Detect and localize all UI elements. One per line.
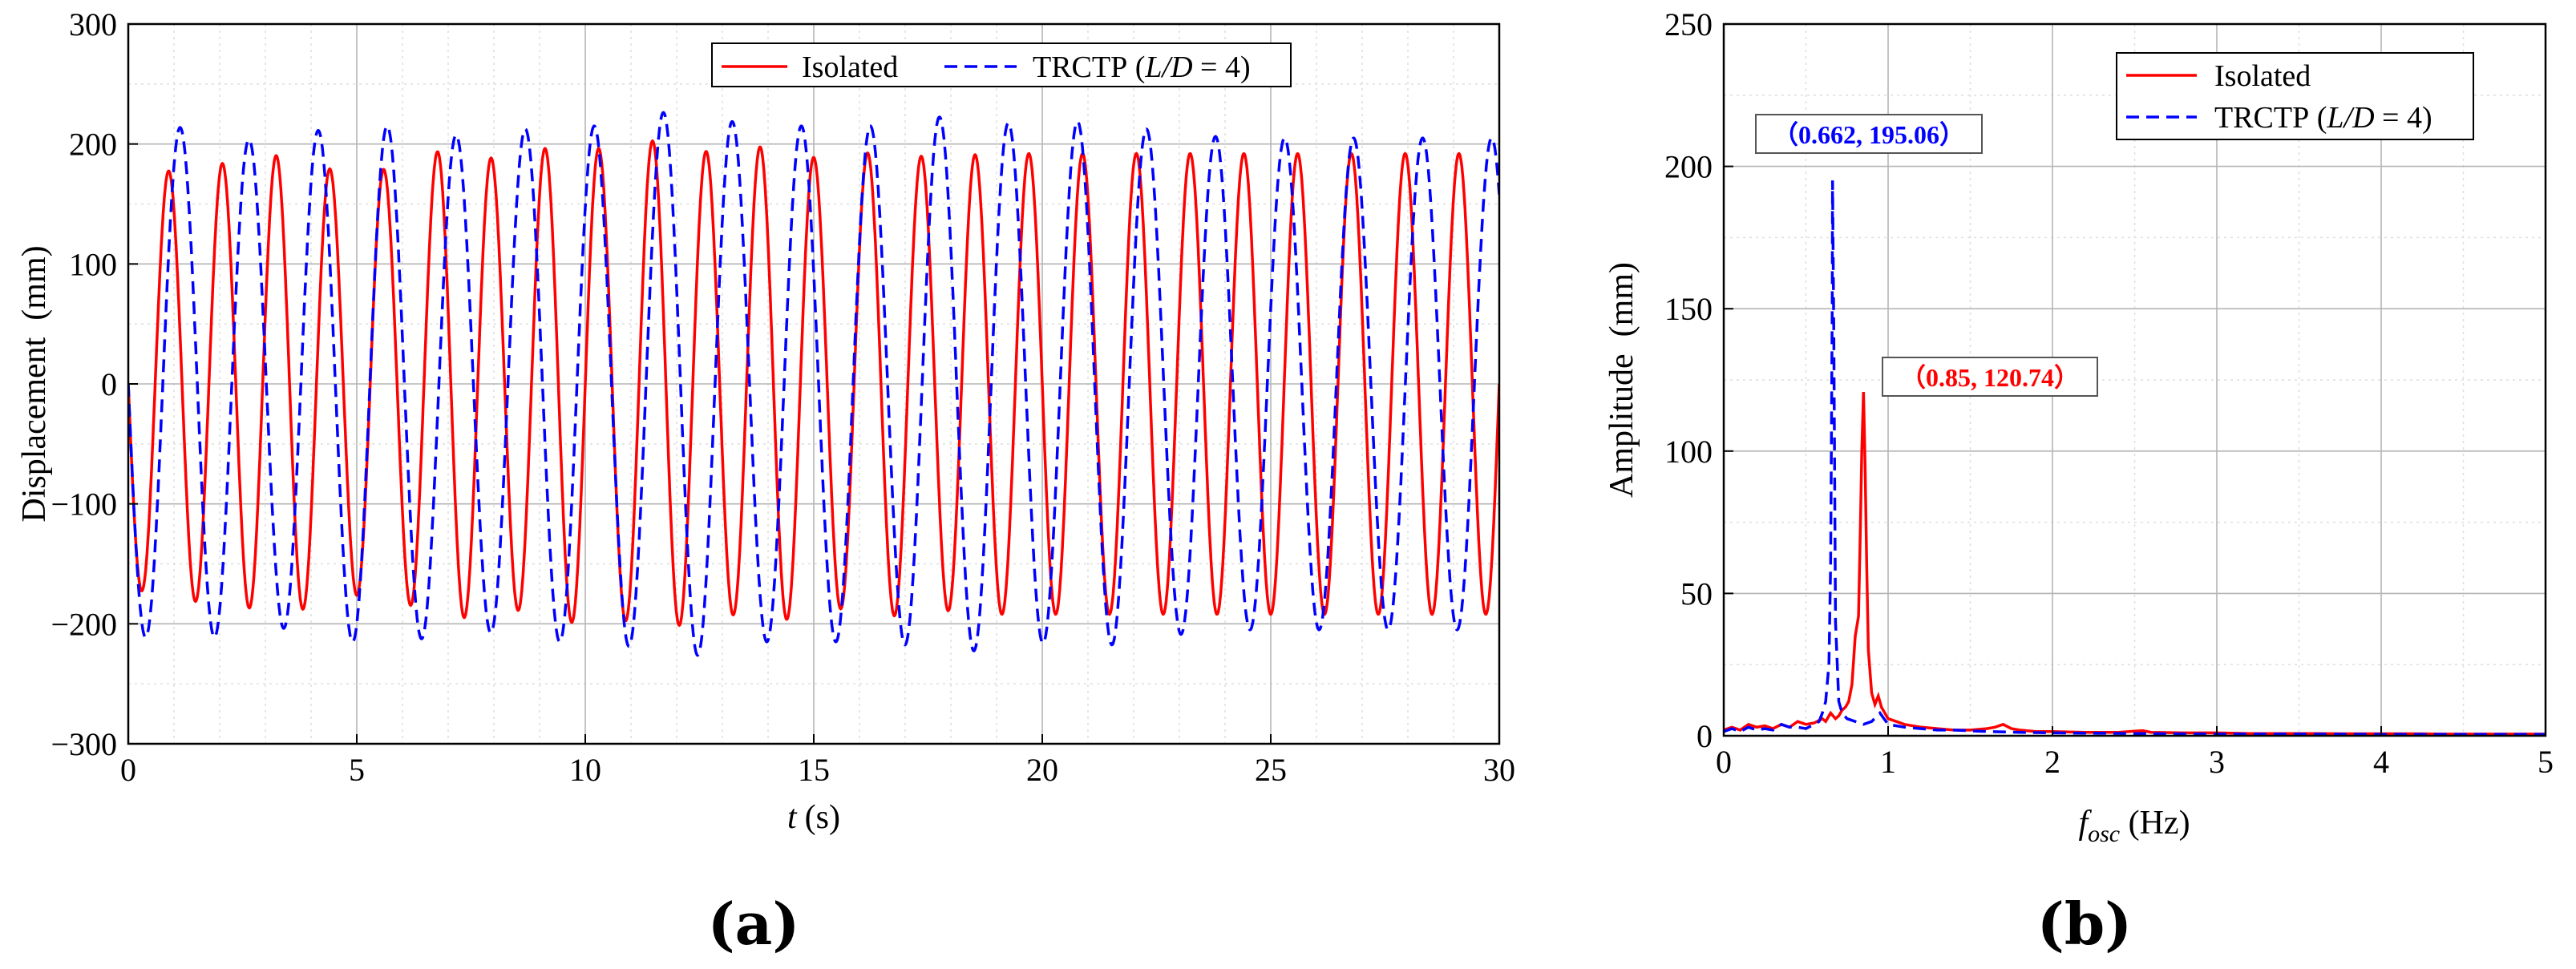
chart-b-annotation-trctp-peak: （0.662, 195.06） — [1755, 114, 1983, 154]
x-tick-label: 0 — [120, 752, 136, 788]
y-tick-label: 0 — [1696, 718, 1713, 754]
chart-a-legend-label-trctp: TRCTP (L/D = 4) — [1033, 50, 1251, 84]
y-tick-label: −200 — [51, 606, 117, 642]
x-tick-label: 5 — [349, 752, 365, 788]
chart-b-legend-box — [2116, 52, 2474, 140]
y-tick-label: 200 — [1664, 149, 1713, 185]
chart-a: 0 5 10 15 20 25 30 −300 −200 −100 0 100 200 300 Isola… — [16, 6, 1515, 958]
x-tick-label: 20 — [1026, 752, 1058, 788]
y-tick-label: 0 — [101, 366, 117, 402]
chart-a-legend-label-isolated: Isolated — [802, 50, 898, 84]
x-tick-label: 30 — [1483, 752, 1515, 788]
x-tick-label: 4 — [2373, 744, 2389, 780]
x-tick-label: 25 — [1255, 752, 1287, 788]
x-tick-label: 10 — [569, 752, 601, 788]
x-tick-label: 0 — [1716, 744, 1732, 780]
x-tick-label: 15 — [798, 752, 830, 788]
y-tick-label: 200 — [69, 127, 117, 163]
y-tick-label: 100 — [69, 246, 117, 282]
chart-a-y-axis-label: Displacement (mm) — [16, 245, 53, 522]
chart-b-legend: Isolated TRCTP (L/D = 4) — [2116, 52, 2474, 140]
chart-b-legend-label-isolated: Isolated — [2214, 59, 2311, 93]
chart-b-annotation-trctp-box — [1755, 114, 1983, 154]
chart-a-major-grid — [127, 23, 1500, 745]
chart-b-annotation-isolated-text: （0.85, 120.74） — [1900, 363, 2080, 392]
panel-label-a: (a) — [708, 890, 800, 958]
chart-b-legend-label-trctp: TRCTP (L/D = 4) — [2214, 101, 2432, 135]
x-tick-label: 2 — [2044, 744, 2060, 780]
y-tick-label: 150 — [1664, 291, 1713, 327]
y-tick-label: −100 — [51, 487, 117, 523]
chart-b-plot-frame — [1722, 22, 2547, 737]
y-tick-label: 50 — [1680, 575, 1713, 612]
y-tick-label: 100 — [1664, 434, 1713, 470]
chart-a-legend-box — [711, 42, 1292, 87]
x-tick-label: 3 — [2209, 744, 2225, 780]
chart-a-x-axis-label: t (s) — [787, 799, 840, 836]
y-tick-label: −300 — [51, 726, 117, 762]
chart-a-series-isolated — [128, 139, 1499, 628]
chart-b-annotation-isolated-box — [1882, 357, 2098, 397]
chart-b-y-axis-label: Amplitude (mm) — [1603, 262, 1640, 498]
chart-a-ticks: 0 5 10 15 20 25 30 −300 −200 −100 0 100 200 300 — [51, 6, 1515, 788]
x-tick-label: 1 — [1880, 744, 1896, 780]
chart-b-x-axis-label: fosc (Hz) — [2078, 805, 2190, 847]
y-tick-label: 250 — [1664, 6, 1713, 42]
chart-a-legend: Isolated TRCTP (L/D = 4) — [711, 42, 1292, 87]
x-tick-label: 5 — [2538, 744, 2554, 780]
panel-label-b: (b) — [2037, 890, 2132, 958]
chart-b-series-trctp — [1724, 180, 2546, 736]
y-tick-label: 300 — [69, 6, 117, 42]
chart-b-annotation-isolated-peak: （0.85, 120.74） — [1882, 357, 2098, 397]
chart-b-annotation-trctp-text: （0.662, 195.06） — [1773, 120, 1965, 149]
chart-a-series-trctp — [128, 111, 1499, 657]
